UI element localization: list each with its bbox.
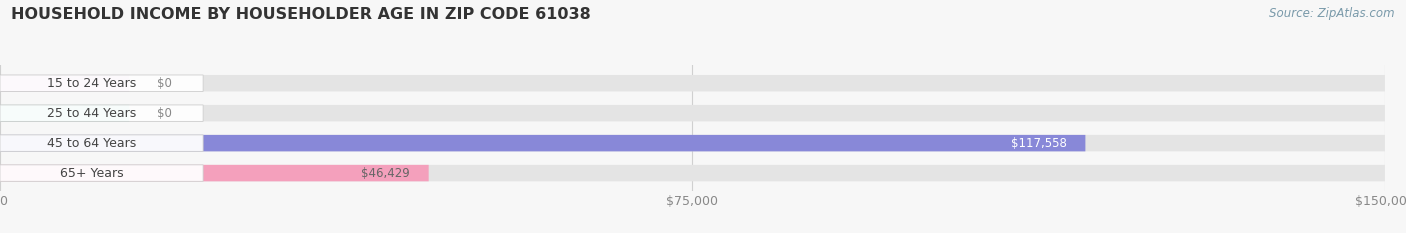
FancyBboxPatch shape: [0, 165, 1385, 181]
FancyBboxPatch shape: [0, 75, 1385, 92]
FancyBboxPatch shape: [0, 135, 202, 151]
Text: $0: $0: [157, 77, 172, 90]
Text: 45 to 64 Years: 45 to 64 Years: [46, 137, 136, 150]
Text: $0: $0: [157, 107, 172, 120]
FancyBboxPatch shape: [0, 105, 129, 121]
FancyBboxPatch shape: [0, 75, 202, 92]
Text: HOUSEHOLD INCOME BY HOUSEHOLDER AGE IN ZIP CODE 61038: HOUSEHOLD INCOME BY HOUSEHOLDER AGE IN Z…: [11, 7, 591, 22]
Text: Source: ZipAtlas.com: Source: ZipAtlas.com: [1270, 7, 1395, 20]
Text: $46,429: $46,429: [361, 167, 411, 180]
Text: 65+ Years: 65+ Years: [59, 167, 124, 180]
FancyBboxPatch shape: [0, 165, 429, 181]
FancyBboxPatch shape: [0, 135, 1085, 151]
FancyBboxPatch shape: [0, 165, 202, 181]
FancyBboxPatch shape: [0, 75, 129, 92]
Text: $117,558: $117,558: [1011, 137, 1067, 150]
Text: 15 to 24 Years: 15 to 24 Years: [46, 77, 136, 90]
FancyBboxPatch shape: [0, 105, 202, 121]
Text: 25 to 44 Years: 25 to 44 Years: [46, 107, 136, 120]
FancyBboxPatch shape: [0, 105, 1385, 121]
FancyBboxPatch shape: [0, 135, 1385, 151]
